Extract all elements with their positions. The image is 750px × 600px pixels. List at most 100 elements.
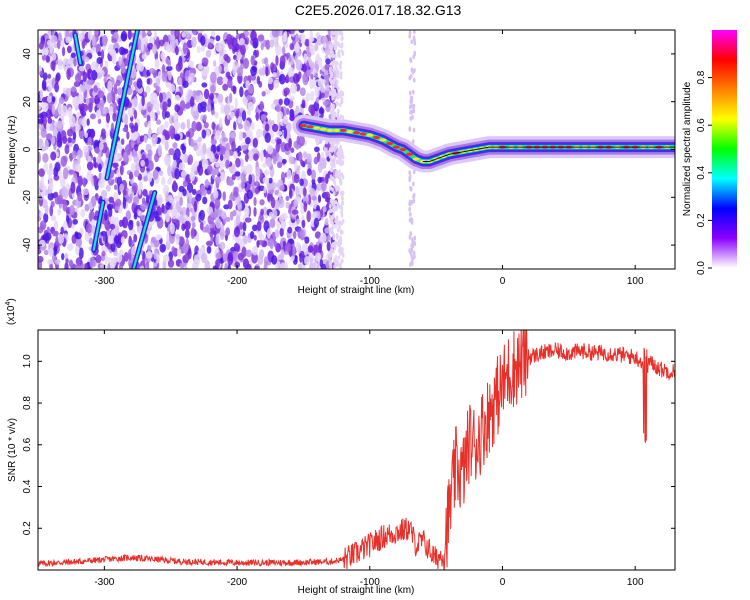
spectrogram-noise-cell (231, 141, 236, 152)
spectrogram-noise-cell (71, 150, 77, 159)
spectrogram-noise-cell (147, 160, 154, 171)
spectrogram-noise-cell (65, 87, 72, 98)
spectrogram-noise-cell (171, 207, 178, 220)
spectrogram-noise-cell (285, 122, 292, 133)
spectrogram-noise-cell (208, 41, 213, 49)
spectrogram-noise-cell (47, 243, 54, 249)
spectrogram-noise-cell (276, 160, 283, 169)
spectrogram-noise-cell (234, 171, 241, 177)
spectrogram-noise-cell (45, 55, 50, 63)
spectrogram-noise-cell (409, 57, 412, 62)
spectrogram-noise-cell (56, 194, 64, 205)
spectrogram-noise-cell (167, 164, 172, 177)
spectrogram-noise-cell (317, 194, 322, 203)
spectrogram-ridge-peak (339, 128, 347, 132)
spectrogram-noise-cell (411, 243, 415, 249)
spectrogram-noise-cell (205, 49, 212, 58)
spectrogram-noise-cell (77, 153, 81, 165)
spectrogram-noise-cell (326, 241, 331, 252)
spectrogram-noise-cell (332, 177, 336, 183)
spectrogram-noise-cell (239, 38, 245, 46)
spectrogram-x-label: Height of straight line (km) (298, 285, 415, 296)
spectrogram-noise-cell (182, 254, 190, 264)
spectrogram-noise-cell (278, 73, 286, 85)
snr-x-tick-label: 0 (500, 577, 506, 588)
spectrogram-noise-cell (208, 151, 215, 163)
spectrogram-noise-cell (74, 73, 82, 83)
spectrogram-noise-cell (109, 223, 116, 230)
spectrogram-noise-cell (329, 53, 332, 58)
spectrogram-noise-cell (235, 215, 241, 226)
spectrogram-noise-cell (77, 33, 83, 40)
spectrogram-noise-cell (145, 85, 151, 93)
spectrogram-noise-cell (156, 86, 161, 93)
spectrogram-noise-cell (146, 101, 153, 113)
spectrogram-ridge-peak (399, 147, 407, 152)
spectrogram-noise-cell (250, 121, 255, 131)
spectrogram-noise-cell (88, 201, 93, 209)
spectrogram-noise-cell (268, 211, 274, 219)
spectrogram-noise-cell (247, 101, 254, 112)
spectrogram-noise-cell (409, 231, 413, 236)
spectrogram-noise-cell (340, 206, 344, 212)
snr-y-tick-label: 1.0 (22, 354, 33, 368)
spectrogram-noise-cell (262, 176, 270, 184)
spectrogram-noise-cell (223, 53, 229, 61)
spectrogram-noise-cell (279, 227, 284, 237)
spectrogram-noise-cell (160, 51, 166, 61)
spectrogram-noise-cell (38, 103, 42, 110)
spectrogram-noise-cell (138, 63, 144, 72)
spectrogram-noise-cell (182, 42, 188, 55)
spectrogram-noise-cell (187, 154, 193, 166)
spectrogram-noise-cell (128, 219, 134, 231)
spectrogram-noise-cell (331, 88, 335, 94)
spectrogram-noise-cell (127, 105, 134, 118)
spectrogram-noise-cell (46, 95, 52, 103)
spectrogram-noise-cell (77, 93, 84, 105)
spectrogram-noise-cell (175, 62, 182, 72)
spectrogram-noise-cell (161, 72, 167, 83)
spectrogram-noise-cell (227, 180, 235, 186)
spectrogram-noise-cell (100, 245, 107, 252)
spectrogram-noise (38, 30, 417, 269)
spectrogram-noise-cell (412, 108, 416, 114)
spectrogram-noise-cell (410, 98, 414, 104)
spectrogram-noise-cell (97, 51, 102, 57)
spectrogram-noise-cell (270, 131, 275, 139)
spectrogram-noise-cell (328, 152, 332, 158)
spectrogram-noise-cell (91, 35, 96, 47)
spectrogram-noise-cell (322, 205, 327, 213)
spectrogram-noise-cell (288, 56, 292, 63)
spectrogram-noise-cell (44, 231, 52, 241)
spectrogram-noise-cell (255, 49, 260, 58)
spectrogram-noise-cell (139, 135, 145, 142)
spectrogram-noise-cell (206, 103, 212, 113)
spectrogram-noise-cell (101, 189, 108, 199)
spectrogram-noise-cell (341, 92, 345, 97)
spectrogram-ridge-peak (412, 157, 420, 161)
spectrogram-noise-cell (254, 265, 260, 269)
spectrogram-noise-cell (290, 83, 298, 94)
spectrogram-noise-cell (95, 254, 102, 264)
spectrogram-noise-cell (172, 180, 177, 192)
figure-title: C2E5.2026.017.18.32.G13 (295, 2, 462, 18)
spectrogram-noise-cell (203, 122, 209, 129)
spectrogram-noise-cell (108, 105, 114, 116)
spectrogram-noise-cell (97, 163, 102, 173)
spectrogram-noise-cell (44, 34, 49, 40)
spectrogram-noise-cell (314, 72, 318, 79)
spectrogram-noise-cell (145, 194, 150, 204)
spectrogram-noise-cell (307, 245, 314, 253)
spectrogram-noise-cell (213, 186, 217, 196)
spectrogram-noise-cell (268, 195, 274, 201)
spectrogram-noise-cell (334, 255, 338, 260)
spectrogram-noise-cell (255, 166, 261, 177)
spectrogram-noise-cell (201, 129, 207, 139)
spectrogram-noise-cell (122, 151, 128, 162)
spectrogram-noise-cell (191, 36, 197, 48)
spectrogram-noise-cell (61, 252, 65, 261)
spectrogram-noise-cell (182, 180, 188, 187)
spectrogram-noise-cell (220, 223, 225, 233)
colorbar-tick-label: 0.0 (696, 261, 707, 275)
